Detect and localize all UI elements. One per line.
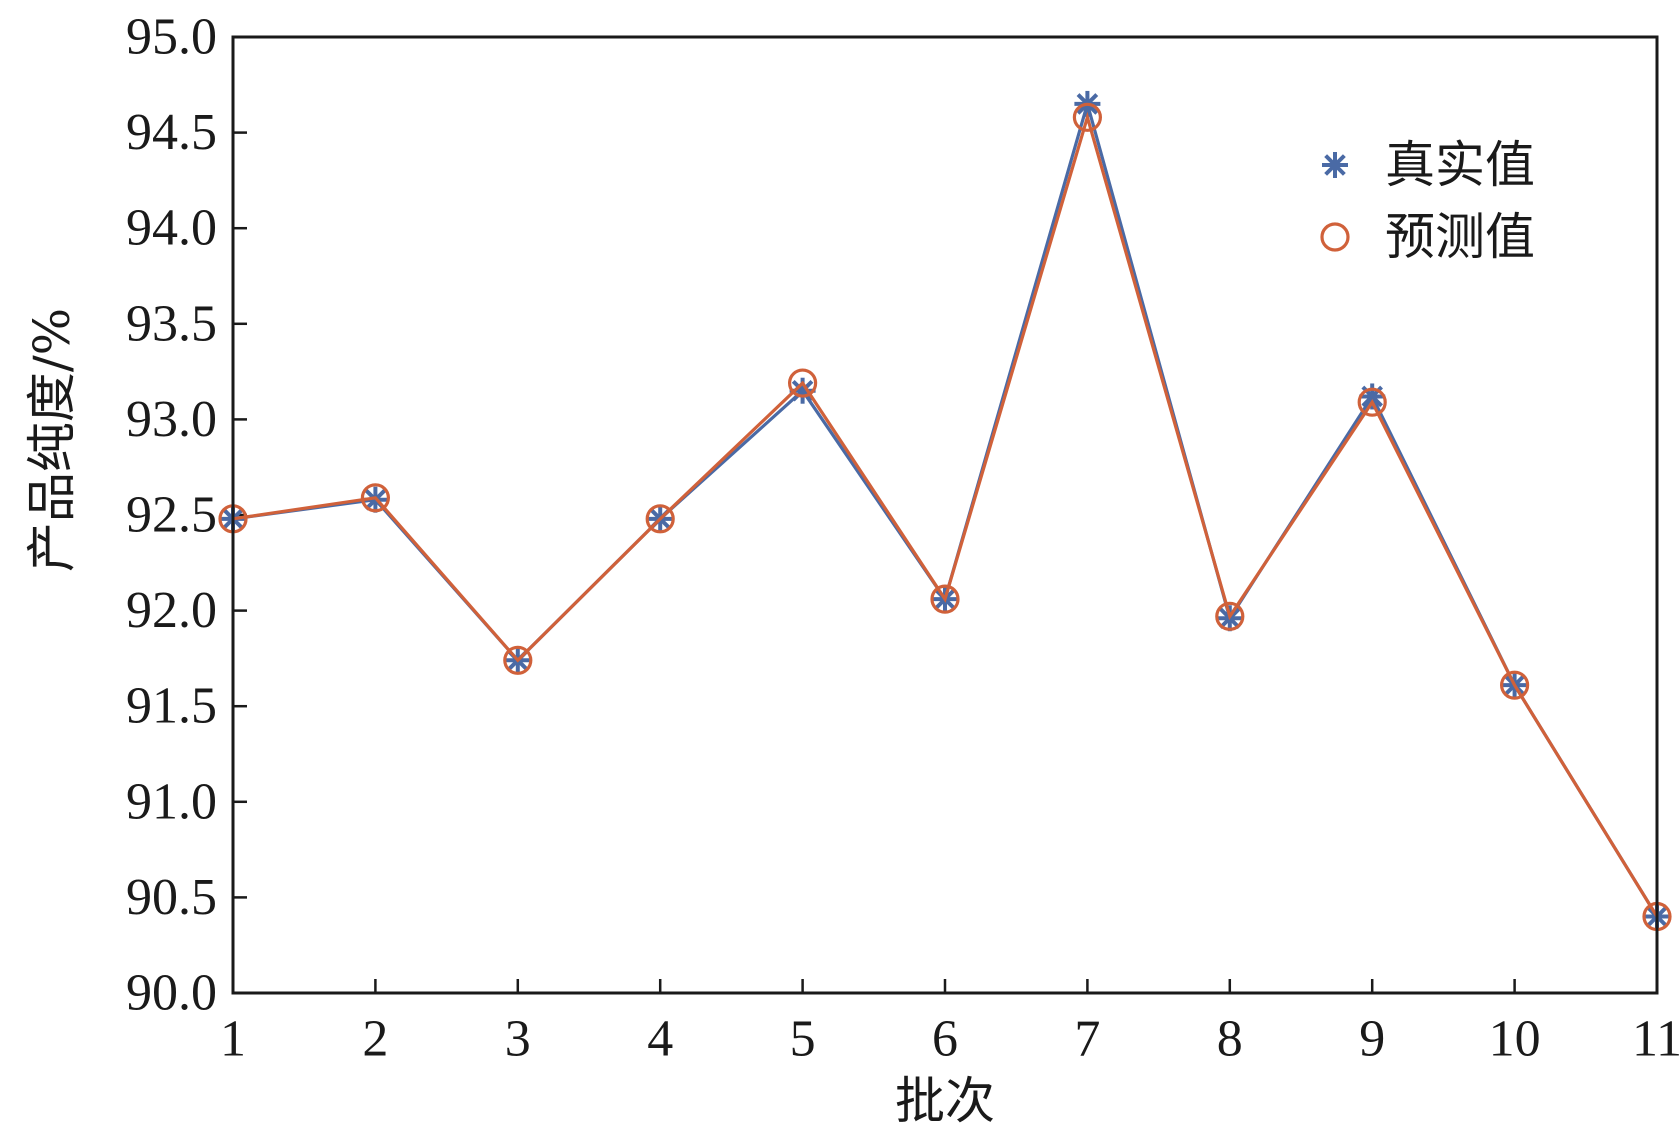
y-tick-label: 94.5 — [126, 104, 217, 161]
data-point-predicted-value — [787, 368, 818, 398]
data-point-predicted-value — [1357, 387, 1387, 417]
legend-circle-marker — [1320, 222, 1350, 252]
series-line — [232, 111, 1659, 918]
x-axis-ticks: 1 2 3 4 5 6 7 8 9 10 11 — [220, 979, 1680, 1068]
data-point-predicted-value — [360, 483, 390, 513]
y-tick-label: 93.0 — [126, 391, 217, 448]
y-tick-label: 94.0 — [126, 200, 217, 257]
x-tick-label: 1 — [220, 1011, 246, 1068]
legend-marker-predicted-value — [1320, 222, 1350, 252]
legend-marker-true-value — [1322, 152, 1348, 178]
plot-area-frame — [231, 35, 1659, 995]
x-tick-label: 7 — [1074, 1011, 1100, 1068]
y-tick-label: 95.0 — [126, 9, 217, 66]
data-point-predicted-value — [1072, 102, 1103, 132]
x-axis-title: 批次 — [895, 1072, 995, 1130]
y-axis-title: 产品纯度/% — [23, 308, 81, 572]
data-point-predicted-value — [645, 504, 675, 534]
x-tick-label: 2 — [362, 1011, 388, 1068]
legend: 真实值 预测值 — [1320, 136, 1535, 266]
legend-label-predicted-value: 预测值 — [1385, 208, 1535, 266]
x-tick-label: 5 — [790, 1011, 816, 1068]
data-point-predicted-value — [503, 645, 533, 675]
x-tick-label: 10 — [1489, 1011, 1541, 1068]
x-tick-label: 6 — [932, 1011, 958, 1068]
y-tick-label: 90.0 — [126, 965, 217, 1022]
x-tick-label: 4 — [647, 1011, 673, 1068]
data-point-predicted-value — [1215, 601, 1245, 631]
x-tick-label: 11 — [1632, 1011, 1680, 1068]
y-tick-label: 93.5 — [126, 295, 217, 352]
legend-label-true-value: 真实值 — [1385, 136, 1535, 194]
y-tick-label: 91.5 — [126, 678, 217, 735]
x-tick-label: 8 — [1217, 1011, 1243, 1068]
y-tick-label: 92.5 — [126, 487, 217, 544]
y-tick-label: 91.0 — [126, 773, 217, 830]
y-tick-label: 92.0 — [126, 582, 217, 639]
x-tick-label: 3 — [505, 1011, 531, 1068]
data-point-predicted-value — [930, 584, 960, 614]
x-tick-label: 9 — [1359, 1011, 1385, 1068]
legend-asterisk-marker — [1322, 152, 1348, 178]
y-axis-ticks: 90.0 90.5 91.0 91.5 92.0 92.5 93.0 93.5 94.0 94.5… — [126, 9, 247, 1022]
data-point-predicted-value — [1499, 670, 1530, 700]
y-tick-label: 90.5 — [126, 869, 217, 926]
